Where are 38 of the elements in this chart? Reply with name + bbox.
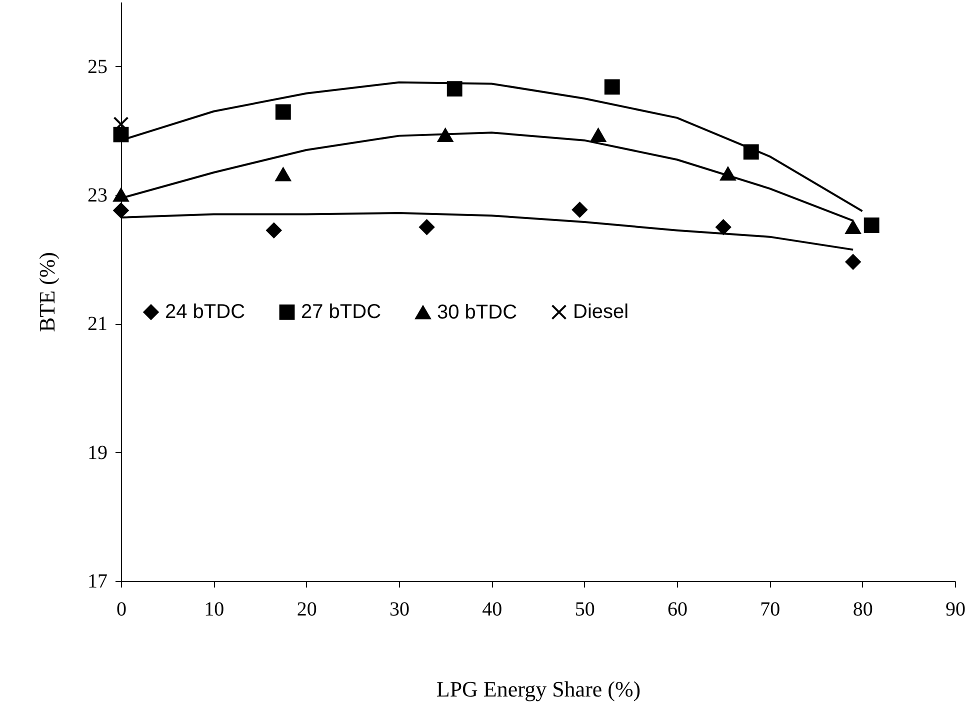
- point: [572, 202, 588, 218]
- legend-label: 30 bTDC: [437, 302, 518, 324]
- legend-label: 27 bTDC: [301, 301, 382, 324]
- y-tick-label: 21: [88, 313, 108, 336]
- point: [113, 188, 129, 202]
- point: [720, 166, 736, 181]
- point: [275, 168, 291, 182]
- y-tick-label: 23: [88, 184, 108, 206]
- point: [716, 219, 732, 235]
- x-tick-label: 50: [574, 598, 595, 620]
- point: [438, 128, 454, 142]
- legend-label: Diesel: [573, 301, 629, 324]
- x-tick-label: 80: [852, 598, 873, 620]
- point: [590, 128, 606, 142]
- y-tick-label: 17: [88, 570, 108, 592]
- x-axis-title: LPG Energy Share (%): [436, 676, 641, 702]
- y-tick-label: 25: [88, 56, 108, 78]
- point: [446, 81, 462, 97]
- x-tick-label: 70: [760, 598, 780, 620]
- point: [419, 219, 435, 235]
- y-axis-title: BTE (%): [34, 252, 60, 332]
- legend-label: 24 bTDC: [165, 301, 246, 324]
- x-tick-label: 20: [296, 598, 317, 620]
- point: [845, 220, 861, 234]
- point: [275, 104, 291, 120]
- x-tick-label: 60: [668, 598, 688, 620]
- x-tick-label: 10: [204, 598, 224, 620]
- point: [113, 202, 129, 218]
- x-tick-label: 40: [482, 598, 502, 620]
- x-tick-label: 90: [946, 598, 966, 620]
- point: [266, 222, 282, 238]
- point: [604, 79, 620, 95]
- y-tick-label: 19: [88, 442, 108, 464]
- point: [743, 144, 759, 160]
- x-tick-label: 0: [116, 598, 126, 620]
- point: [845, 254, 861, 270]
- point: [864, 218, 880, 233]
- x-tick-label: 30: [390, 598, 410, 620]
